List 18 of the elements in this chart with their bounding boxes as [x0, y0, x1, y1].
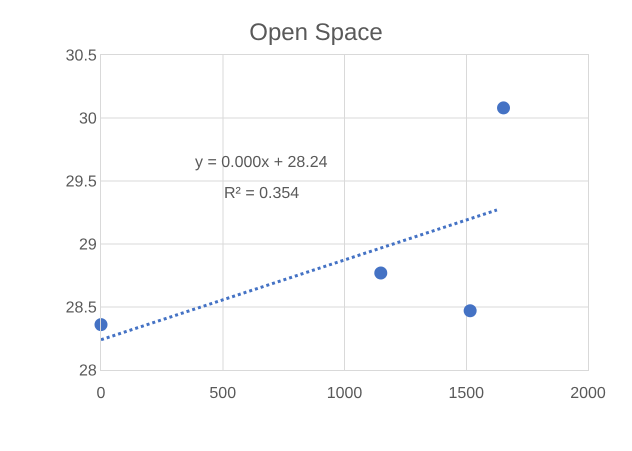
annotation: R² = 0.354 [224, 185, 300, 202]
x-tick-label: 0 [96, 385, 106, 402]
point [464, 304, 477, 318]
chart-title: Open Space [249, 18, 383, 46]
x-tick-label: 1000 [326, 385, 362, 402]
x-tick-label: 1500 [448, 385, 484, 402]
annotation: y = 0.000x + 28.24 [195, 154, 328, 171]
y-tick-label: 30.5 [66, 48, 97, 65]
x-tick-label: 500 [209, 385, 236, 402]
point [497, 101, 510, 114]
y-tick-label: 30 [79, 110, 97, 128]
y-tick-label: 28.5 [66, 300, 97, 317]
y-tick-label: 28 [79, 362, 97, 380]
y-tick-label: 29.5 [66, 174, 97, 191]
y-tick-label: 29 [79, 236, 97, 254]
point [374, 266, 388, 280]
point [94, 318, 108, 332]
x-tick-label: 2000 [570, 385, 606, 402]
